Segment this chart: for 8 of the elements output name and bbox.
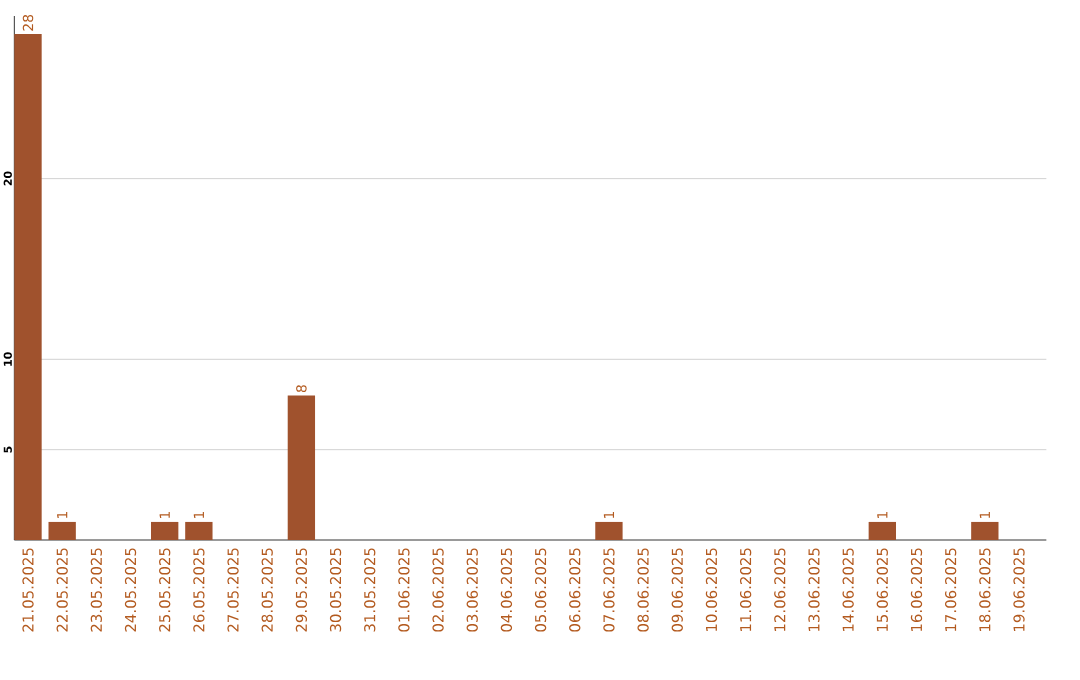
bar xyxy=(14,34,42,540)
bar xyxy=(868,521,896,540)
bar xyxy=(287,395,316,540)
bar xyxy=(48,521,76,540)
bar xyxy=(971,521,999,540)
bar xyxy=(151,521,179,540)
bar xyxy=(185,521,213,540)
bar xyxy=(595,521,623,540)
